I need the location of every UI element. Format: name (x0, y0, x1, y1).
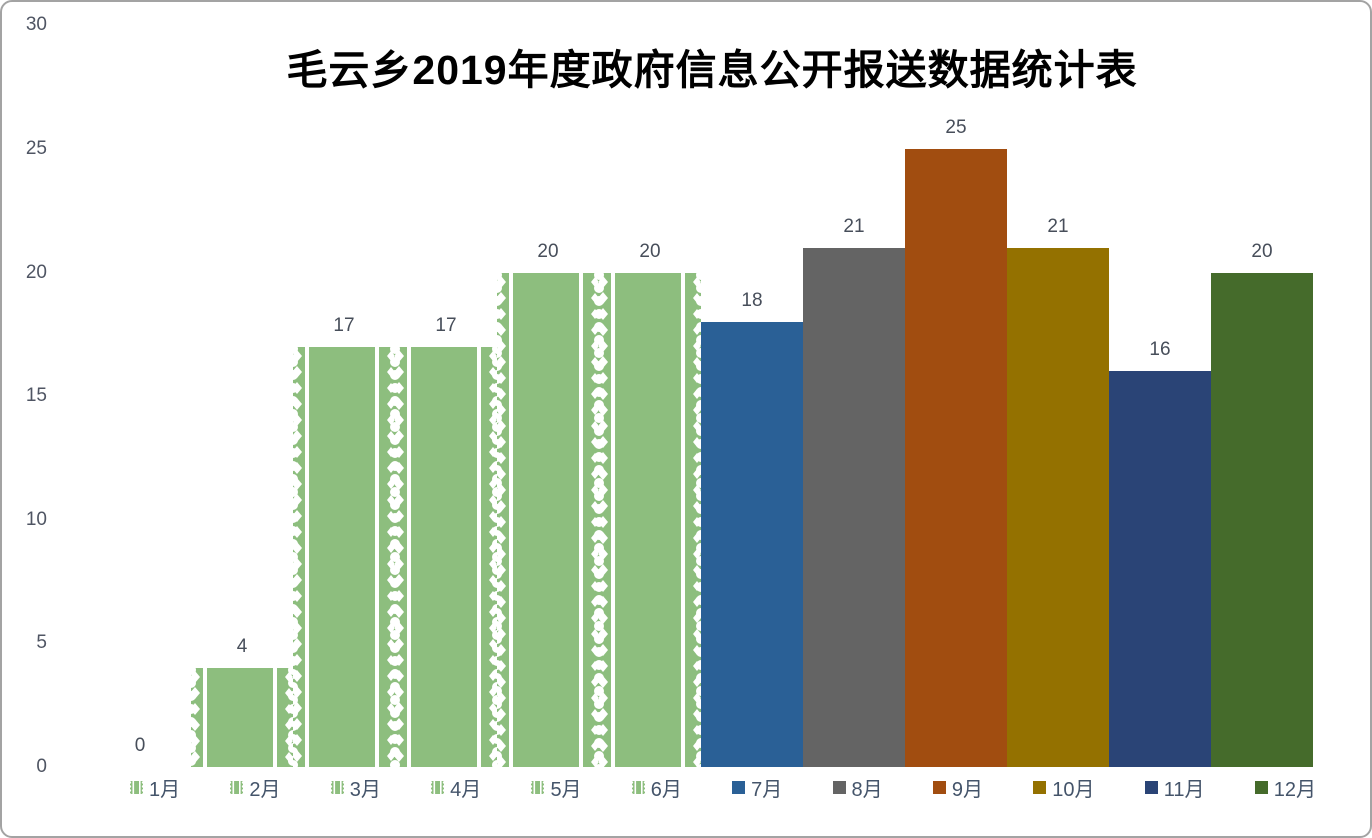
bar-month-12 (1211, 273, 1313, 767)
bar-month-10 (1007, 248, 1109, 767)
data-label-month-1: 0 (134, 735, 146, 756)
chart-title: 毛云乡2019年度政府信息公开报送数据统计表 (286, 47, 1138, 93)
data-label-month-10: 21 (1047, 216, 1069, 237)
legend-item-month-9: 9月 (932, 773, 983, 802)
legend-label-month-8: 8月 (851, 778, 883, 801)
data-label-month-7: 18 (741, 290, 763, 311)
legend-label-month-7: 7月 (751, 778, 783, 801)
legend-swatch-month-7 (732, 780, 746, 794)
bar-month-5 (497, 273, 599, 767)
data-label-month-12: 20 (1251, 241, 1273, 262)
legend-swatch-month-1 (130, 780, 143, 794)
bar-month-4 (395, 347, 497, 767)
legend-item-month-11: 11月 (1144, 773, 1205, 802)
bar-month-6 (599, 273, 701, 767)
y-axis-tick-5: 5 (36, 632, 47, 654)
data-label-month-6: 20 (639, 241, 661, 262)
bar-month-2 (191, 668, 293, 767)
legend-label-month-6: 6月 (650, 778, 682, 801)
legend-label-month-10: 10月 (1052, 778, 1095, 801)
legend-swatch-month-11 (1144, 780, 1158, 794)
legend-label-month-11: 11月 (1163, 778, 1205, 801)
legend-label-month-3: 3月 (349, 778, 381, 801)
y-axis-tick-10: 10 (25, 508, 47, 530)
bar-month-11 (1109, 371, 1211, 767)
legend-item-month-1: 1月 (130, 773, 180, 802)
legend-item-month-7: 7月 (732, 773, 782, 802)
legend-label-month-2: 2月 (249, 778, 281, 801)
bar-month-9 (905, 149, 1007, 767)
legend-swatch-month-9 (932, 780, 946, 794)
data-label-month-5: 20 (537, 241, 559, 262)
legend-swatch-month-12 (1254, 780, 1268, 794)
legend-swatch-month-2 (230, 780, 244, 794)
data-label-month-9: 25 (945, 117, 967, 138)
legend-swatch-month-3 (330, 780, 344, 794)
legend-label-month-9: 9月 (951, 778, 983, 801)
y-axis-tick-15: 15 (25, 385, 47, 407)
legend-item-month-10: 10月 (1033, 773, 1094, 802)
legend-swatch-month-10 (1033, 780, 1047, 794)
legend-swatch-month-5 (531, 780, 545, 794)
bar-month-3 (293, 347, 395, 767)
legend-swatch-month-8 (832, 780, 846, 794)
legend: 1月 2月 3月 4月 5月 6月 7月 8月 9月 10月 11月 12月 (130, 773, 1316, 802)
bar-month-7 (701, 322, 803, 767)
legend-label-month-5: 5月 (550, 778, 582, 801)
data-label-month-2: 4 (236, 636, 248, 657)
data-label-month-3: 17 (333, 315, 355, 336)
legend-label-month-1: 1月 (149, 778, 181, 801)
bar-month-8 (803, 248, 905, 767)
legend-item-month-4: 4月 (431, 773, 481, 802)
legend-swatch-month-4 (431, 780, 445, 794)
legend-item-month-3: 3月 (330, 773, 381, 802)
y-axis-tick-25: 25 (25, 138, 47, 159)
y-axis-tick-20: 20 (25, 261, 47, 283)
data-label-month-8: 21 (843, 216, 865, 237)
legend-item-month-12: 12月 (1254, 773, 1316, 802)
legend-item-month-2: 2月 (230, 773, 280, 802)
legend-item-month-6: 6月 (631, 773, 682, 802)
legend-item-month-8: 8月 (832, 773, 883, 802)
legend-swatch-month-6 (631, 780, 645, 794)
y-axis-tick-30: 30 (25, 14, 47, 36)
legend-label-month-4: 4月 (450, 778, 482, 801)
data-label-month-4: 17 (435, 315, 457, 336)
legend-item-month-5: 5月 (531, 773, 582, 802)
legend-label-month-12: 12月 (1273, 778, 1316, 801)
data-label-month-11: 16 (1149, 339, 1171, 360)
y-axis-tick-0: 0 (36, 756, 47, 777)
